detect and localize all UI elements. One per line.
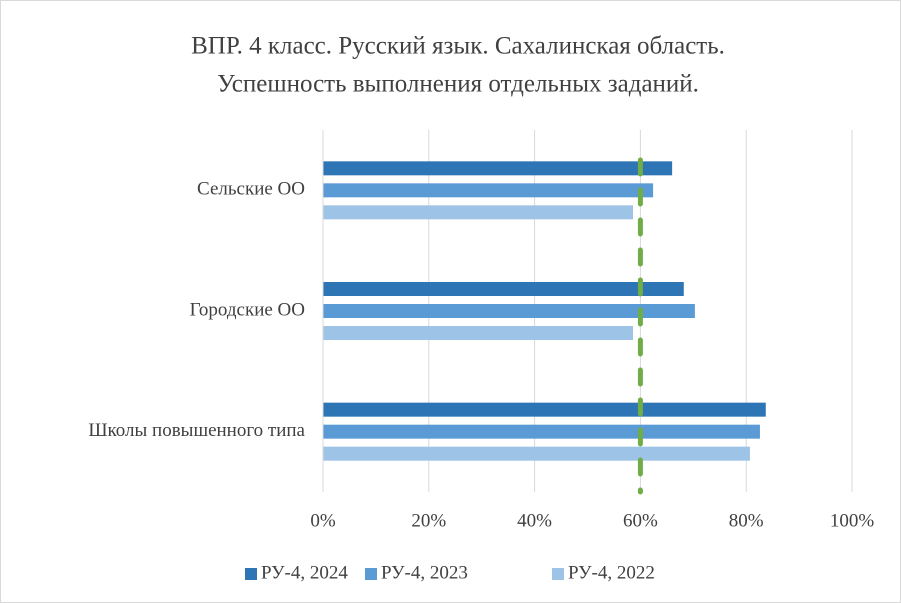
legend-swatch bbox=[245, 568, 257, 580]
chart-title: Успешность выполнения отдельных заданий. bbox=[217, 71, 699, 98]
legend-label: РУ-4, 2024 bbox=[261, 562, 348, 583]
bar bbox=[323, 205, 633, 220]
legend-swatch bbox=[365, 568, 377, 580]
y-tick-label: Сельские ОО bbox=[197, 179, 305, 200]
bar bbox=[323, 326, 633, 340]
legend-swatch bbox=[552, 568, 564, 580]
bar bbox=[323, 282, 684, 296]
x-tick-label: 40% bbox=[517, 510, 552, 531]
bar bbox=[323, 402, 766, 417]
bar bbox=[323, 183, 654, 198]
bar bbox=[323, 424, 760, 439]
chart-title: ВПР. 4 класс. Русский язык. Сахалинская … bbox=[191, 33, 725, 60]
x-tick-label: 80% bbox=[729, 510, 764, 531]
bar bbox=[323, 446, 750, 461]
bar bbox=[323, 304, 695, 318]
x-tick-label: 60% bbox=[623, 510, 658, 531]
x-tick-label: 100% bbox=[830, 510, 875, 531]
x-tick-label: 0% bbox=[310, 510, 336, 531]
legend-label: РУ-4, 2022 bbox=[568, 562, 655, 583]
bar bbox=[323, 161, 673, 176]
legend-label: РУ-4, 2023 bbox=[381, 562, 468, 583]
x-tick-label: 20% bbox=[411, 510, 446, 531]
y-tick-label: Школы повышенного типа bbox=[88, 420, 305, 441]
y-tick-label: Городские ОО bbox=[190, 299, 305, 320]
